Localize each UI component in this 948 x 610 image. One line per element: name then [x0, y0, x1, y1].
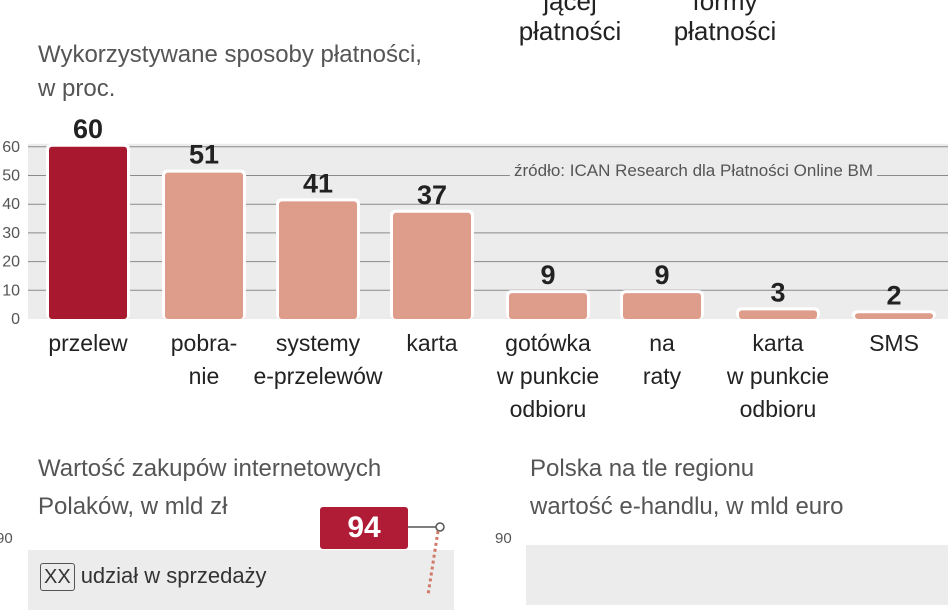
y-tick-label: 40: [2, 196, 20, 213]
chart1-subtitle: w proc.: [38, 75, 116, 102]
header-label-1: jącej płatności: [500, 0, 640, 46]
header-label-2-line1: formy: [692, 0, 758, 16]
y-tick-label: 30: [2, 225, 20, 242]
x-tick-label: na: [649, 330, 675, 356]
chart2-ytick: 90: [0, 530, 13, 547]
x-tick-label: odbioru: [510, 396, 587, 422]
x-tick-label: e-przelewów: [253, 363, 382, 389]
data-line: [426, 530, 440, 595]
header-label-2-line2: płatności: [673, 16, 777, 46]
y-tick-label: 60: [2, 139, 20, 156]
x-tick-label: karta: [752, 330, 803, 356]
data-label: 9: [654, 260, 669, 290]
chart3-ytick: 90: [495, 530, 512, 547]
bar: [623, 293, 701, 319]
chart2-legend: XX udział w sprzedaży: [40, 563, 267, 591]
data-label: 3: [770, 277, 785, 307]
data-point: [435, 522, 445, 532]
chart2-line: [408, 522, 445, 595]
legend-text: udział w sprzedaży: [80, 563, 267, 588]
bar: [739, 310, 817, 319]
bar: [49, 146, 127, 319]
x-tick-label: gotówka: [505, 330, 591, 356]
x-tick-label: w punkcie: [726, 363, 829, 389]
data-label: 37: [417, 180, 447, 210]
data-label: 51: [189, 140, 219, 170]
x-tick-label: w punkcie: [496, 363, 599, 389]
x-tick-label: odbioru: [740, 396, 817, 422]
bar: [165, 172, 243, 319]
bar: [279, 201, 357, 319]
legend-box: XX: [40, 563, 75, 591]
x-tick-label: SMS: [869, 330, 919, 356]
y-tick-label: 10: [2, 282, 20, 299]
data-label: 9: [540, 260, 555, 290]
chart3-subtitle: wartość e-handlu, w mld euro: [530, 493, 844, 520]
data-label: 2: [886, 280, 901, 310]
chart1-title: Wykorzystywane sposoby płatności,: [38, 41, 422, 68]
chart2-title: Wartość zakupów internetowych: [38, 455, 382, 482]
x-tick-label: przelew: [48, 330, 128, 356]
data-label: 60: [73, 114, 103, 144]
y-tick-label: 20: [2, 254, 20, 271]
x-tick-label: karta: [406, 330, 457, 356]
header-label-1-line2: płatności: [518, 16, 622, 46]
x-tick-label: systemy: [276, 330, 361, 356]
data-label: 41: [303, 168, 333, 198]
chart3-plot-area: [526, 545, 948, 605]
bar: [855, 313, 933, 319]
payment-methods-chart: 0 10 20 30 40 50 60 60 51 41 37 9 9 3 2 przelew pobra-…: [2, 114, 948, 422]
chart2-subtitle: Polaków, w mld zł: [38, 493, 228, 520]
chart1-source: źródło: ICAN Research dla Płatności Onli…: [510, 161, 878, 181]
header-label-2: formy płatności: [655, 0, 795, 46]
x-tick-label: nie: [189, 363, 220, 389]
header-label-1-line1: jącej: [543, 0, 597, 16]
bar: [393, 212, 471, 319]
y-tick-label: 50: [2, 168, 20, 185]
bar: [509, 293, 587, 319]
chart3-title: Polska na tle regionu: [530, 455, 755, 482]
x-tick-label: raty: [643, 363, 682, 389]
y-tick-label: 0: [11, 311, 20, 328]
highlight-value-badge: 94: [320, 507, 408, 549]
x-tick-label: pobra-: [171, 330, 237, 356]
